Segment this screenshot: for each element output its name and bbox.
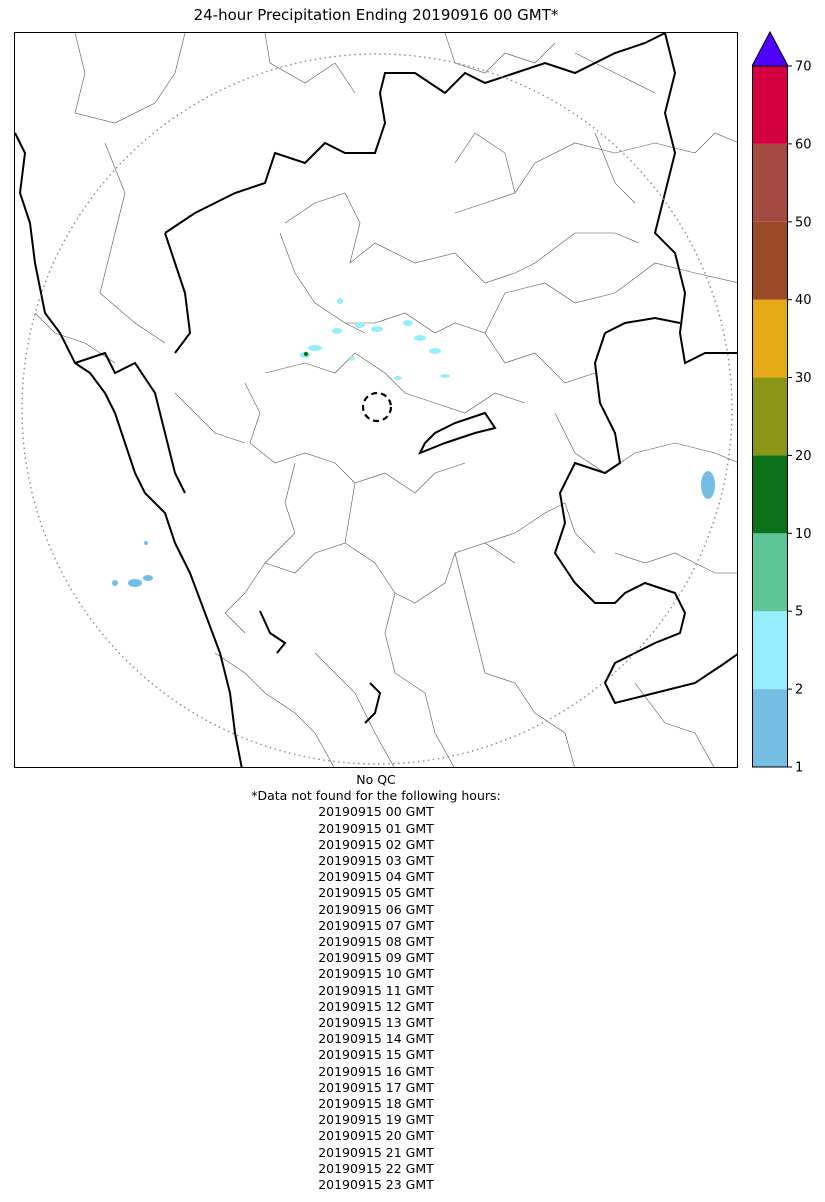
colorbar: 1 2 5 10 20 30 40 50 60 70 <box>751 30 825 776</box>
missing-hour-item: 20190915 18 GMT <box>318 1096 434 1112</box>
missing-hour-item: 20190915 03 GMT <box>318 853 434 869</box>
missing-hour-item: 20190915 12 GMT <box>318 998 434 1014</box>
missing-hour-item: 20190915 10 GMT <box>318 966 434 982</box>
colorbar-segment <box>752 611 788 690</box>
missing-hour-item: 20190915 00 GMT <box>318 804 434 820</box>
missing-note: *Data not found for the following hours: <box>251 788 501 804</box>
colorbar-tick-label: 70 <box>795 60 812 75</box>
missing-hour-item: 20190915 13 GMT <box>318 1015 434 1031</box>
missing-hour-item: 20190915 05 GMT <box>318 885 434 901</box>
range-ring <box>21 53 733 765</box>
missing-hour-item: 20190915 23 GMT <box>318 1177 434 1193</box>
missing-hour-item: 20190915 04 GMT <box>318 869 434 885</box>
missing-hour-item: 20190915 15 GMT <box>318 1047 434 1063</box>
missing-hour-item: 20190915 19 GMT <box>318 1112 434 1128</box>
colorbar-tick-label: 30 <box>795 371 812 386</box>
missing-hour-item: 20190915 02 GMT <box>318 836 434 852</box>
colorbar-segment <box>752 221 788 300</box>
colorbar-outline <box>752 65 788 768</box>
colorbar-tick-label: 50 <box>795 215 812 230</box>
colorbar-segment <box>752 66 788 144</box>
missing-hour-item: 20190915 07 GMT <box>318 917 434 933</box>
missing-hour-item: 20190915 20 GMT <box>318 1128 434 1144</box>
colorbar-tick-label: 10 <box>795 527 812 542</box>
colorbar-segment <box>752 455 788 534</box>
missing-hour-item: 20190915 11 GMT <box>318 982 434 998</box>
missing-hour-item: 20190915 17 GMT <box>318 1079 434 1095</box>
colorbar-tick-label: 1 <box>795 761 803 773</box>
missing-hour-item: 20190915 21 GMT <box>318 1144 434 1160</box>
missing-hour-item: 20190915 08 GMT <box>318 934 434 950</box>
precipitation-map[interactable] <box>14 32 738 768</box>
colorbar-segment <box>752 689 788 767</box>
qc-note: No QC <box>356 772 396 787</box>
map-title: 24-hour Precipitation Ending 20190916 00… <box>193 6 559 24</box>
colorbar-tick-label: 60 <box>795 137 812 152</box>
missing-hours-list: 20190915 00 GMT 20190915 01 GMT 20190915 0… <box>14 804 738 1193</box>
precipitation-patches <box>112 298 715 587</box>
colorbar-segment <box>752 533 788 612</box>
colorbar-tick-label: 5 <box>795 605 803 620</box>
colorbar-tick-label: 2 <box>795 683 803 698</box>
colorbar-segment <box>752 143 788 222</box>
state-boundaries <box>15 33 737 767</box>
missing-hour-item: 20190915 14 GMT <box>318 1031 434 1047</box>
notes: No QC *Data not found for the following … <box>14 772 738 1193</box>
radar-marker <box>361 391 393 423</box>
colorbar-segment <box>752 377 788 456</box>
map-svg <box>15 33 737 767</box>
missing-hour-item: 20190915 22 GMT <box>318 1160 434 1176</box>
missing-hour-item: 20190915 09 GMT <box>318 950 434 966</box>
colorbar-segment <box>752 299 788 378</box>
missing-hour-item: 20190915 16 GMT <box>318 1063 434 1079</box>
missing-hour-item: 20190915 01 GMT <box>318 820 434 836</box>
colorbar-svg: 1 2 5 10 20 30 40 50 60 70 <box>751 30 812 776</box>
colorbar-extend-triangle <box>751 30 789 67</box>
colorbar-tick-label: 20 <box>795 449 812 464</box>
district-boundaries <box>34 33 737 767</box>
colorbar-tick-label: 40 <box>795 293 812 308</box>
missing-hour-item: 20190915 06 GMT <box>318 901 434 917</box>
